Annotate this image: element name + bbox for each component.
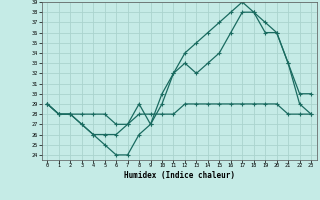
- X-axis label: Humidex (Indice chaleur): Humidex (Indice chaleur): [124, 171, 235, 180]
